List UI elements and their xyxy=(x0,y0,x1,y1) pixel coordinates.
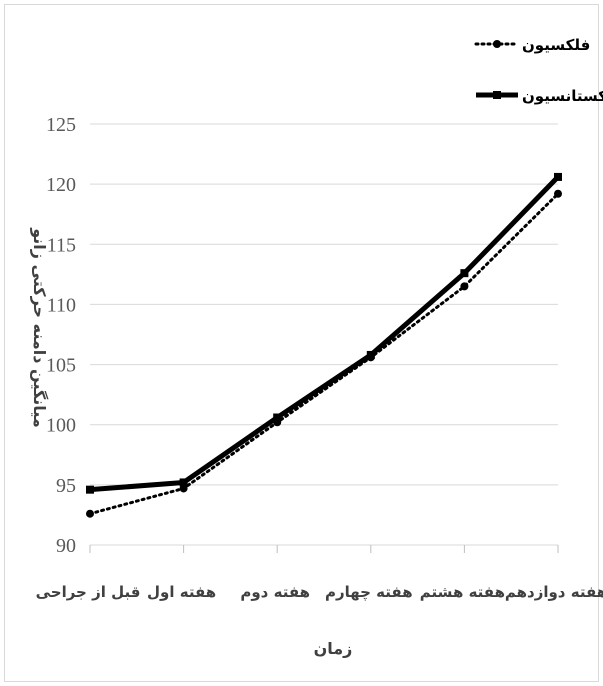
series-0-point-1 xyxy=(179,484,188,493)
legend-label-0: فلکسیون xyxy=(522,36,590,54)
series-1-point-4 xyxy=(460,269,469,278)
y-tick-label-110: 110 xyxy=(47,294,76,316)
y-tick-label-95: 95 xyxy=(56,475,76,497)
x-tick-label-3: هفته چهارم xyxy=(325,583,413,602)
legend-marker-0 xyxy=(493,40,501,48)
x-tick-label-4: هفته هشتم xyxy=(420,583,505,601)
series-line-1 xyxy=(89,175,560,493)
x-tick-label-1: هفته اول xyxy=(147,583,216,601)
series-0-point-0 xyxy=(86,509,94,518)
series-line-0 xyxy=(88,192,560,516)
y-tick-label-125: 125 xyxy=(46,114,76,136)
series-1-point-0 xyxy=(86,485,94,494)
series-1-point-2 xyxy=(273,413,282,422)
x-tick-label-0: قبل از جراحی xyxy=(36,583,141,601)
series-0-point-5 xyxy=(554,189,562,198)
x-axis-title: زمان xyxy=(314,639,353,658)
chart-frame xyxy=(4,4,599,682)
y-axis-title: میانگین دامنه حرکتی زانو xyxy=(30,227,49,427)
legend-label-1: اکستانسیون xyxy=(522,87,603,105)
y-tick-label-105: 105 xyxy=(46,355,76,377)
x-tick-label-2: هفته دوم xyxy=(240,583,310,601)
y-tick-label-100: 100 xyxy=(46,415,76,437)
y-tick-label-120: 120 xyxy=(46,174,76,196)
series-0-point-4 xyxy=(460,282,469,291)
series-1-point-3 xyxy=(366,350,375,359)
y-tick-label-115: 115 xyxy=(47,234,76,256)
x-tick-label-5: هفته دوازدهم xyxy=(505,583,603,601)
y-tick-label-90: 90 xyxy=(56,535,76,557)
series-1-point-1 xyxy=(179,478,188,487)
legend-marker-1 xyxy=(493,91,501,99)
series-1-point-5 xyxy=(554,172,562,181)
